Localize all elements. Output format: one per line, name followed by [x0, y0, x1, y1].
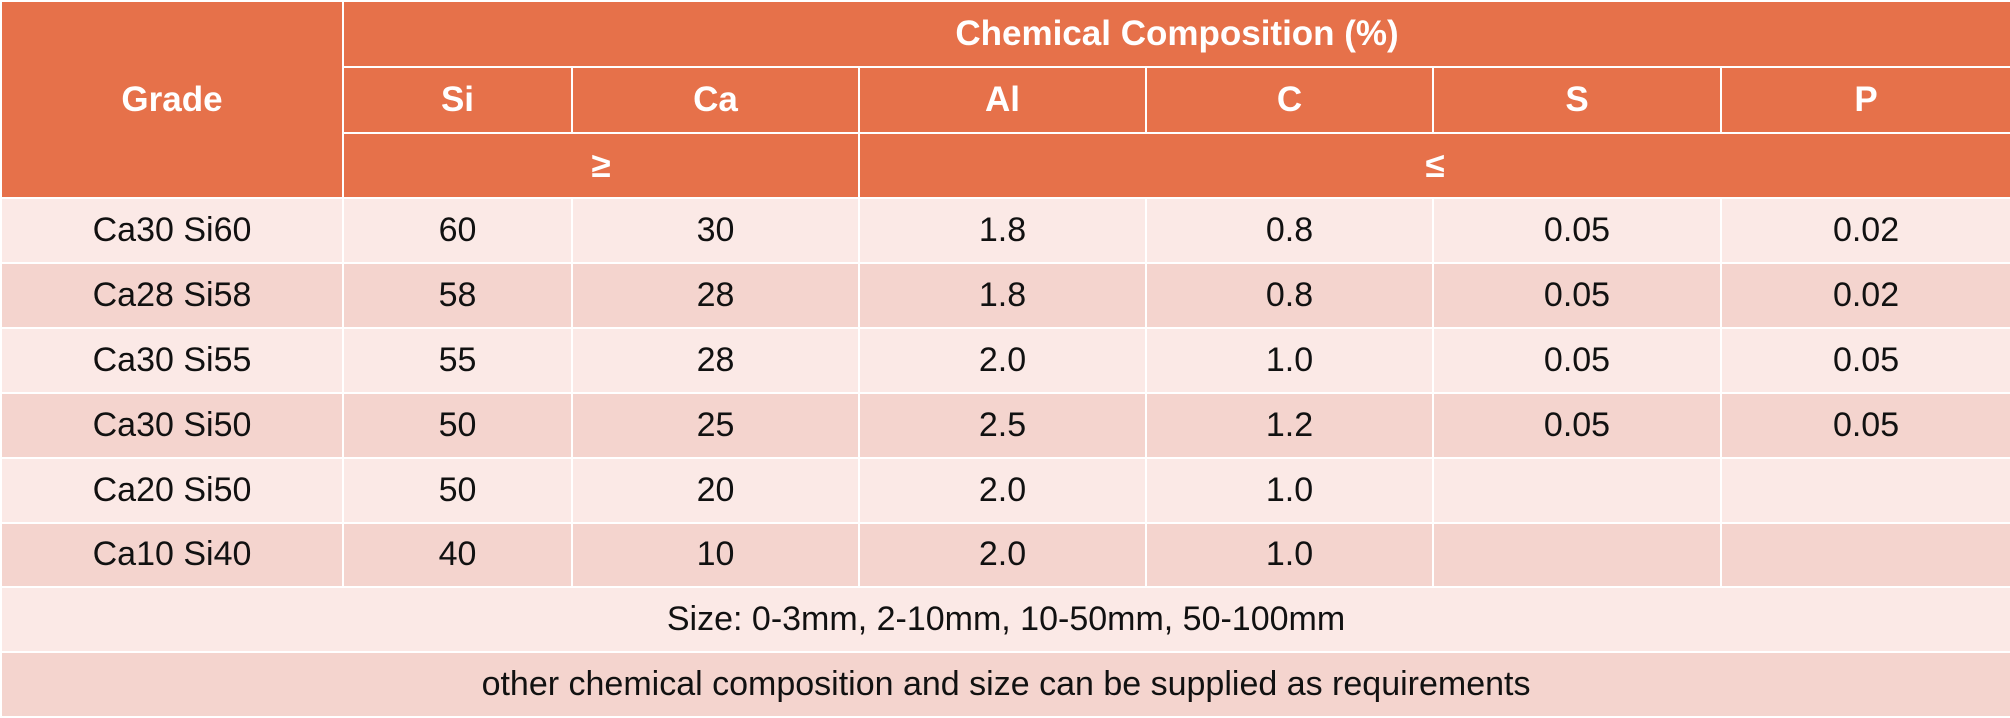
maximum-label: ≤ [857, 131, 2010, 200]
s-cell: 0.05 [1432, 391, 1722, 459]
s-cell [1432, 521, 1722, 589]
column-header-p: P [1719, 65, 2010, 134]
al-cell: 2.0 [858, 327, 1147, 394]
al-cell: 2.0 [858, 456, 1147, 524]
s-cell [1432, 456, 1722, 524]
column-header-s: S [1432, 65, 1722, 134]
c-cell: 1.0 [1145, 327, 1434, 394]
p-cell [1719, 521, 2010, 589]
ca-cell: 30 [571, 197, 860, 265]
p-cell: 0.05 [1719, 327, 2010, 394]
ca-cell: 28 [571, 262, 860, 330]
si-cell: 60 [342, 197, 573, 265]
supply-note-row: other chemical composition and size can … [0, 651, 2010, 718]
si-cell: 50 [342, 456, 573, 524]
al-cell: 2.0 [858, 521, 1147, 589]
grade-cell: Ca20 Si50 [0, 456, 344, 524]
al-cell: 2.5 [858, 391, 1147, 459]
p-cell [1719, 456, 2010, 524]
header-row-1: Grade Chemical Composition (%) [0, 0, 2010, 200]
supply-note: other chemical composition and size can … [0, 651, 2010, 718]
column-header-al: Al [858, 65, 1147, 134]
s-cell: 0.05 [1432, 197, 1722, 265]
header-row-2: Si Ca Al C S P [1, 65, 2010, 134]
s-cell: 0.05 [1432, 327, 1722, 394]
c-cell: 1.2 [1145, 391, 1434, 459]
size-note-row: Size: 0-3mm, 2-10mm, 10-50mm, 50-100mm [0, 586, 2010, 654]
minimum-label: ≥ [342, 131, 860, 200]
table-row: Ca30 Si55 55 28 2.0 1.0 0.05 0.05 [0, 327, 2010, 394]
column-header-c: C [1145, 65, 1434, 134]
ca-cell: 25 [571, 391, 860, 459]
c-cell: 1.0 [1145, 456, 1434, 524]
size-note: Size: 0-3mm, 2-10mm, 10-50mm, 50-100mm [0, 586, 2010, 654]
si-cell: 55 [342, 327, 573, 394]
p-cell: 0.02 [1719, 197, 2010, 265]
c-cell: 1.0 [1145, 521, 1434, 589]
grade-cell: Ca30 Si60 [0, 197, 344, 265]
al-cell: 1.8 [858, 262, 1147, 330]
grade-cell: Ca30 Si50 [0, 391, 344, 459]
column-header-si: Si [342, 65, 573, 134]
ca-cell: 28 [571, 327, 860, 394]
header-row-3: ≥ ≤ [1, 131, 2010, 200]
grade-cell: Ca28 Si58 [0, 262, 344, 330]
table-row: Ca30 Si50 50 25 2.5 1.2 0.05 0.05 [0, 391, 2010, 459]
composition-header: Chemical Composition (%) [341, 0, 2010, 68]
table-row: Ca20 Si50 50 20 2.0 1.0 [0, 456, 2010, 524]
si-cell: 40 [342, 521, 573, 589]
ca-cell: 10 [571, 521, 860, 589]
table-row: Ca28 Si58 58 28 1.8 0.8 0.05 0.02 [0, 262, 2010, 330]
c-cell: 0.8 [1145, 262, 1434, 330]
si-cell: 50 [342, 391, 573, 459]
s-cell: 0.05 [1432, 262, 1722, 330]
c-cell: 0.8 [1145, 197, 1434, 265]
grade-cell: Ca30 Si55 [0, 327, 344, 394]
si-cell: 58 [342, 262, 573, 330]
p-cell: 0.05 [1719, 391, 2010, 459]
grade-cell: Ca10 Si40 [0, 521, 344, 589]
al-cell: 1.8 [858, 197, 1147, 265]
grade-header: Grade [0, 0, 344, 200]
table-row: Ca30 Si60 60 30 1.8 0.8 0.05 0.02 [0, 197, 2010, 265]
ca-cell: 20 [571, 456, 860, 524]
p-cell: 0.02 [1719, 262, 2010, 330]
column-header-ca: Ca [571, 65, 860, 134]
table-row: Ca10 Si40 40 10 2.0 1.0 [0, 521, 2010, 589]
